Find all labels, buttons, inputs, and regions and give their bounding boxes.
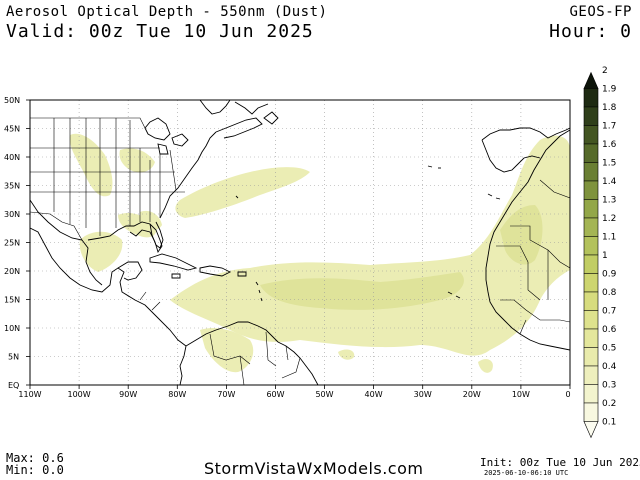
- lon-label: 30W: [414, 390, 432, 399]
- lon-label: 50W: [315, 390, 333, 399]
- lon-labels: 110W 100W 90W 80W 70W 60W 50W 40W 30W 20…: [18, 390, 570, 399]
- colorbar-label: 0.1: [602, 418, 616, 428]
- lon-label: 90W: [119, 390, 137, 399]
- valid-time: Valid: 00z Tue 10 Jun 2025: [6, 21, 314, 42]
- lat-label: 5N: [8, 353, 19, 362]
- colorbar-segment: [583, 71, 599, 89]
- lat-label: EQ: [8, 381, 19, 390]
- lon-label: 60W: [266, 390, 284, 399]
- lon-label: 70W: [217, 390, 235, 399]
- colorbar-label: 1: [602, 251, 608, 261]
- colorbar-label: 0.6: [602, 325, 617, 335]
- political-boundaries: [30, 117, 570, 385]
- colorbar-segment: [583, 143, 599, 163]
- colorbar-label: 0.2: [602, 399, 616, 409]
- model-name: GEOS-FP: [569, 4, 632, 20]
- dust-aod-field: [69, 133, 570, 373]
- lon-label: 40W: [365, 390, 383, 399]
- colorbar-label: 1.2: [602, 214, 616, 224]
- lon-label: 0: [565, 390, 570, 399]
- coastlines: [30, 100, 570, 385]
- map-title: Aerosol Optical Depth - 550nm (Dust): [6, 4, 328, 20]
- colorbar-segment: [583, 125, 599, 145]
- colorbar-label: 1.1: [602, 233, 616, 243]
- dust-aod-field-darker: [260, 205, 543, 310]
- lon-label: 80W: [168, 390, 186, 399]
- forecast-hour: Hour: 0: [549, 21, 632, 42]
- colorbar-label: 1.4: [602, 177, 617, 187]
- lon-label: 110W: [18, 390, 41, 399]
- lat-label: 25N: [4, 239, 20, 248]
- colorbar-label: 1.5: [602, 159, 616, 169]
- lon-label: 20W: [463, 390, 481, 399]
- colorbar-segment: [583, 88, 599, 108]
- lat-label: 50N: [4, 96, 20, 105]
- colorbar-segment: [583, 199, 599, 219]
- colorbar-label: 0.5: [602, 344, 616, 354]
- colorbar-segment: [583, 273, 599, 293]
- colorbar-label: 0.7: [602, 307, 616, 317]
- colorbar-segment: [583, 180, 599, 200]
- colorbar-segment: [583, 347, 599, 367]
- lat-label: 40N: [4, 153, 20, 162]
- colorbar-segment: [583, 291, 599, 311]
- stat-min: Min: 0.0: [6, 463, 64, 477]
- init-time: Init: 00z Tue 10 Jun 2025: [480, 456, 640, 469]
- colorbar-segment: [583, 402, 599, 422]
- map-content: [30, 100, 570, 385]
- colorbar: 2 1.9 1.8 1.7 1.6 1.5 1.4 1.3 1.2 1.1 1 0.9 0.8 0.7 0.…: [583, 66, 617, 439]
- colorbar-segment: [583, 310, 599, 330]
- colorbar-label: 1.9: [602, 85, 617, 95]
- colorbar-segment: [583, 162, 599, 182]
- lat-label: 20N: [4, 267, 20, 276]
- lon-label: 10W: [512, 390, 530, 399]
- axis-ticks: [26, 99, 571, 389]
- colorbar-label: 0.4: [602, 362, 617, 372]
- colorbar-segment: [583, 384, 599, 404]
- colorbar-label: 1.7: [602, 122, 616, 132]
- lat-label: 30N: [4, 210, 20, 219]
- colorbar-label: 0.3: [602, 381, 616, 391]
- colorbar-label: 1.3: [602, 196, 616, 206]
- lon-label: 100W: [68, 390, 91, 399]
- lat-label: 45N: [4, 125, 20, 134]
- colorbar-label: 0.8: [602, 288, 617, 298]
- colorbar-segment: [583, 236, 599, 256]
- stat-max: Max: 0.6: [6, 451, 64, 465]
- site-credit: StormVistaWxModels.com: [204, 459, 424, 478]
- lat-labels: 50N 45N 40N 35N 30N 25N 20N 15N 10N 5N E…: [4, 96, 20, 390]
- colorbar-label: 2: [602, 66, 608, 76]
- colorbar-segment: [583, 421, 599, 439]
- colorbar-label: 0.9: [602, 270, 617, 280]
- colorbar-segment: [583, 217, 599, 237]
- colorbar-segment: [583, 365, 599, 385]
- colorbar-segment: [583, 254, 599, 274]
- colorbar-segment: [583, 328, 599, 348]
- lat-label: 10N: [4, 324, 20, 333]
- colorbar-label: 1.8: [602, 103, 617, 113]
- generated-timestamp: 2025-06-10-06:10 UTC: [484, 469, 569, 477]
- lat-label: 15N: [4, 296, 20, 305]
- colorbar-segment: [583, 106, 599, 126]
- colorbar-label: 1.6: [602, 140, 617, 150]
- lat-label: 35N: [4, 182, 20, 191]
